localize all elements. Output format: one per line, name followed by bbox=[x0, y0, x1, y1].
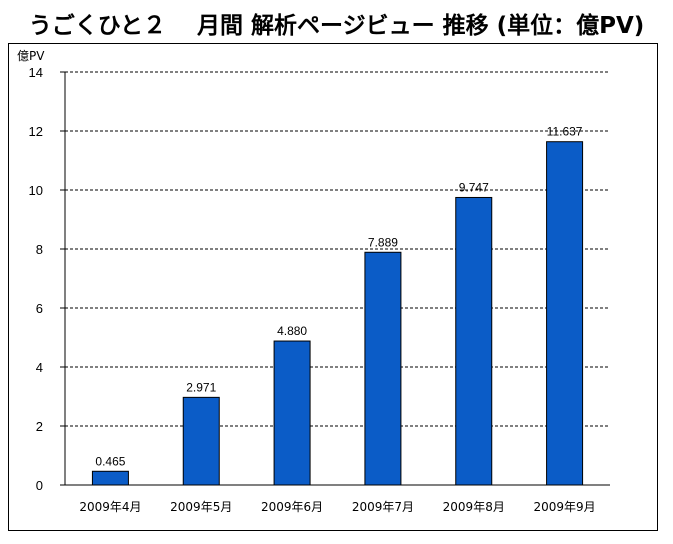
bar bbox=[273, 340, 311, 486]
chart-frame bbox=[8, 43, 658, 531]
bar-value-label: 2.971 bbox=[186, 380, 216, 394]
bar-value-label: 9.747 bbox=[459, 180, 489, 194]
bar bbox=[182, 396, 220, 486]
y-tick-label: 4 bbox=[36, 360, 43, 375]
chart-title: うごくひと２ 月間 解析ページビュー 推移 (単位：億PV) bbox=[28, 13, 645, 39]
x-category-label: 2009年8月 bbox=[443, 500, 505, 514]
y-tick-label: 2 bbox=[36, 419, 43, 434]
y-tick-label: 12 bbox=[29, 124, 43, 139]
bar bbox=[455, 196, 493, 486]
bar-value-label: 4.880 bbox=[277, 324, 307, 338]
x-category-label: 2009年4月 bbox=[79, 500, 141, 514]
x-category-label: 2009年6月 bbox=[261, 500, 323, 514]
y-tick-label: 10 bbox=[29, 183, 43, 198]
bar-value-label: 11.637 bbox=[547, 125, 583, 139]
bar-value-label: 0.465 bbox=[95, 454, 125, 468]
x-category-label: 2009年7月 bbox=[352, 500, 414, 514]
bar bbox=[364, 251, 402, 486]
y-tick-label: 14 bbox=[29, 65, 43, 80]
y-tick-label: 6 bbox=[36, 301, 43, 316]
bar-value-label: 7.889 bbox=[368, 235, 398, 249]
bar bbox=[91, 470, 129, 486]
x-category-label: 2009年5月 bbox=[170, 500, 232, 514]
x-category-label: 2009年9月 bbox=[533, 500, 595, 514]
y-tick-label: 8 bbox=[36, 242, 43, 257]
bar bbox=[546, 141, 584, 486]
y-axis-unit-label: 億PV bbox=[17, 49, 45, 63]
y-tick-label: 0 bbox=[36, 478, 43, 493]
